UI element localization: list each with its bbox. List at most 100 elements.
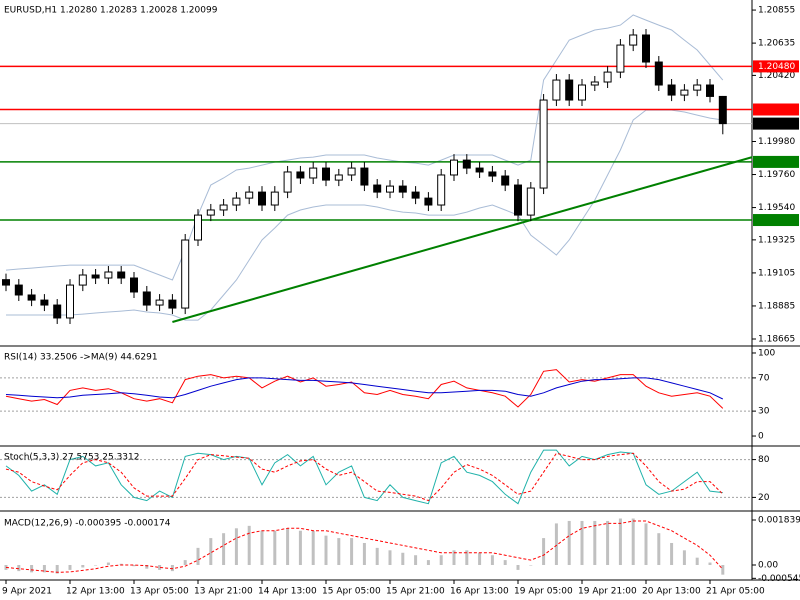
histogram-bar bbox=[350, 538, 354, 566]
y-tick-label: 70 bbox=[758, 373, 770, 383]
y-tick-label: 1.19760 bbox=[758, 170, 795, 180]
histogram-bar bbox=[145, 565, 149, 569]
bollinger-band bbox=[6, 109, 723, 321]
histogram-bar bbox=[478, 552, 482, 566]
candle-body bbox=[654, 61, 663, 86]
panel-title: MACD(12,26,9) -0.000395 -0.000174 bbox=[4, 519, 171, 529]
y-tick-label: 100 bbox=[758, 348, 775, 358]
candle-body bbox=[53, 304, 62, 319]
level-box bbox=[753, 117, 799, 130]
candle-body bbox=[475, 167, 484, 173]
candle-body bbox=[706, 84, 714, 97]
x-tick-label: 19 Apr 21:00 bbox=[578, 587, 637, 597]
histogram-bar bbox=[542, 538, 546, 566]
histogram-bar bbox=[260, 530, 264, 566]
histogram-bar bbox=[644, 523, 648, 566]
histogram-bar bbox=[68, 565, 72, 570]
histogram-bar bbox=[426, 560, 430, 566]
candle-body bbox=[130, 277, 138, 293]
candle-body bbox=[194, 214, 202, 241]
candle-body bbox=[219, 204, 228, 211]
candle-body bbox=[14, 284, 23, 296]
histogram-bar bbox=[529, 565, 533, 566]
candle-body bbox=[565, 79, 574, 101]
y-tick-label: 0.00 bbox=[758, 561, 778, 571]
candle-body bbox=[680, 89, 689, 96]
histogram-bar bbox=[695, 557, 699, 566]
histogram-bar bbox=[311, 530, 315, 566]
histogram-bar bbox=[708, 562, 712, 566]
x-tick-label: 21 Apr 05:00 bbox=[706, 587, 765, 597]
candle-body bbox=[245, 191, 254, 199]
histogram-bar bbox=[324, 535, 328, 566]
indicator-line bbox=[5, 449, 723, 505]
candle-body bbox=[501, 175, 510, 186]
histogram-bar bbox=[631, 518, 635, 566]
histogram-bar bbox=[158, 565, 162, 570]
candle-body bbox=[514, 184, 522, 216]
histogram-bar bbox=[30, 565, 34, 573]
candle-body bbox=[232, 197, 241, 206]
histogram-bar bbox=[375, 547, 379, 566]
candle-body bbox=[386, 185, 394, 193]
x-tick-label: 15 Apr 21:00 bbox=[386, 587, 445, 597]
candle-body bbox=[283, 171, 292, 193]
histogram-bar bbox=[234, 528, 238, 566]
histogram-bar bbox=[81, 565, 85, 568]
y-tick-label: 20 bbox=[758, 493, 770, 503]
candle-body bbox=[142, 291, 151, 306]
y-tick-label: 80 bbox=[758, 455, 770, 465]
trendline bbox=[172, 156, 753, 323]
histogram-bar bbox=[554, 523, 558, 566]
histogram-bar bbox=[516, 565, 520, 570]
histogram-bar bbox=[593, 520, 597, 566]
candle-body bbox=[667, 84, 676, 96]
y-tick-label: 1.20420 bbox=[758, 71, 795, 81]
histogram-bar bbox=[657, 533, 661, 566]
candle-body bbox=[642, 34, 650, 63]
y-tick-label: 0.001839 bbox=[758, 515, 800, 525]
histogram-bar bbox=[401, 552, 405, 566]
y-tick-label: 1.19540 bbox=[758, 203, 795, 213]
histogram-bar bbox=[452, 550, 456, 566]
level-box bbox=[753, 155, 799, 168]
panel-title: EURUSD,H1 1.20280 1.20283 1.20028 1.2009… bbox=[4, 6, 218, 16]
histogram-bar bbox=[209, 538, 213, 566]
x-tick-label: 20 Apr 13:00 bbox=[642, 587, 701, 597]
x-tick-label: 13 Apr 05:00 bbox=[130, 587, 189, 597]
histogram-bar bbox=[119, 563, 123, 566]
indicator-line bbox=[5, 377, 724, 400]
candle-body bbox=[78, 274, 87, 286]
candle-body bbox=[693, 84, 702, 91]
indicator-line bbox=[5, 452, 724, 502]
histogram-bar bbox=[94, 565, 98, 566]
candle-body bbox=[578, 84, 586, 101]
histogram-bar bbox=[580, 520, 584, 566]
bollinger-band bbox=[5, 14, 724, 281]
candle-body bbox=[552, 79, 561, 101]
y-tick-label: 1.20855 bbox=[758, 6, 795, 16]
candle-body bbox=[91, 274, 100, 279]
level-box bbox=[753, 214, 799, 227]
histogram-bar bbox=[170, 565, 174, 572]
panel-title: Stoch(5,3,3) 27.5753 25.3312 bbox=[4, 453, 139, 463]
candle-body bbox=[322, 167, 330, 181]
candle-body bbox=[539, 99, 548, 189]
histogram-bar bbox=[132, 565, 136, 567]
histogram-bar bbox=[721, 565, 725, 575]
candle-body bbox=[40, 299, 49, 306]
y-tick-label: 0 bbox=[758, 432, 764, 442]
candle-body bbox=[27, 294, 36, 301]
histogram-bar bbox=[106, 562, 110, 566]
candle-body bbox=[309, 167, 318, 179]
indicator-line bbox=[5, 520, 724, 573]
candle-body bbox=[334, 174, 343, 181]
y-tick-label: 1.19980 bbox=[758, 137, 795, 147]
histogram-bar bbox=[362, 542, 366, 566]
histogram-bar bbox=[439, 555, 443, 566]
y-tick-label: 30 bbox=[758, 407, 770, 417]
candle-body bbox=[488, 171, 497, 177]
